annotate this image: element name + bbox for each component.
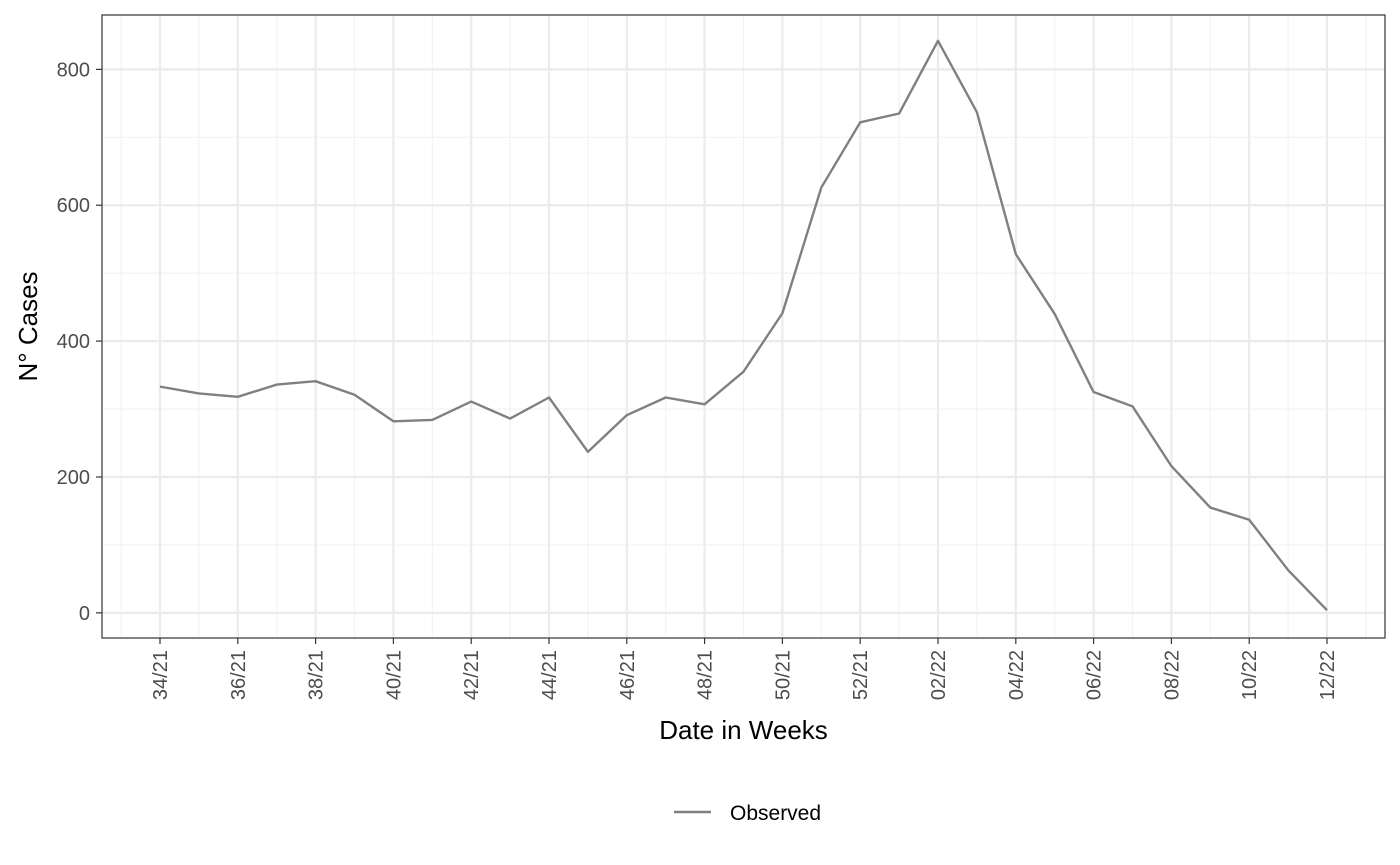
x-tick-label: 38/21: [306, 650, 328, 700]
x-tick-label: 02/22: [928, 650, 950, 700]
y-tick-label: 800: [57, 59, 90, 81]
x-tick-label: 12/22: [1317, 650, 1339, 700]
minor-gridlines: [102, 15, 1385, 638]
x-tick-label: 50/21: [772, 650, 794, 700]
x-tick-label: 04/22: [1006, 650, 1028, 700]
series-line-observed: [159, 39, 1328, 611]
legend-label-observed: Observed: [730, 802, 821, 825]
x-tick-label: 10/22: [1239, 650, 1261, 700]
y-axis-title: N° Cases: [13, 271, 43, 381]
legend: Observed: [674, 802, 821, 825]
x-axis-title: Date in Weeks: [659, 715, 828, 745]
x-tick-label: 52/21: [850, 650, 872, 700]
x-axis: 34/21 36/21 38/21 40/21 42/21 44/21 46/21 48/21…: [150, 638, 1339, 700]
y-axis: 0 200 400 600 800: [57, 59, 102, 625]
x-tick-label: 08/22: [1161, 650, 1183, 700]
panel-border: [101, 14, 1386, 639]
major-gridlines: [102, 15, 1385, 638]
y-tick-label: 0: [79, 603, 90, 625]
y-tick-label: 600: [57, 195, 90, 217]
x-tick-label: 36/21: [228, 650, 250, 700]
y-tick-label: 200: [57, 467, 90, 489]
x-tick-label: 48/21: [695, 650, 717, 700]
x-tick-label: 06/22: [1084, 650, 1106, 700]
series-layer: [159, 39, 1328, 611]
x-tick-label: 40/21: [383, 650, 405, 700]
x-tick-label: 42/21: [461, 650, 483, 700]
x-tick-label: 44/21: [539, 650, 561, 700]
x-tick-label: 46/21: [617, 650, 639, 700]
y-tick-label: 400: [57, 331, 90, 353]
x-tick-label: 34/21: [150, 650, 172, 700]
